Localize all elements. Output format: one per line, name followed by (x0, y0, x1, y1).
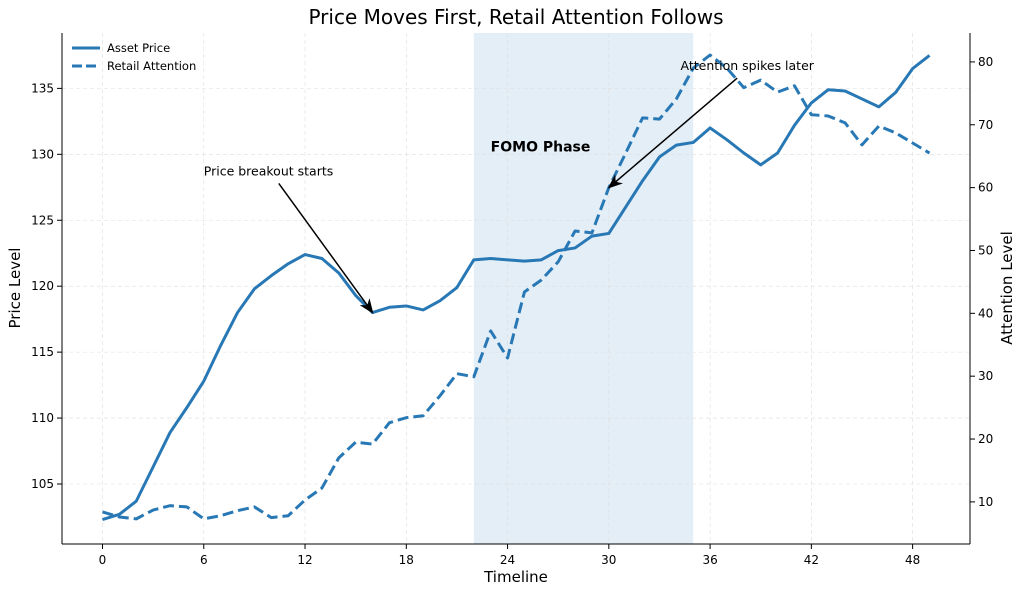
series-line-retail-attention (102, 53, 931, 521)
y-right-tick-label: 70 (978, 118, 993, 132)
y-axis-left-label: Price Level (6, 248, 24, 329)
x-tick-label: 0 (99, 553, 107, 567)
grid (62, 33, 970, 544)
legend: Asset Price Retail Attention (72, 41, 196, 73)
x-tick-label: 6 (200, 553, 208, 567)
y-right-tick-label: 50 (978, 243, 993, 257)
x-tick-label: 18 (399, 553, 414, 567)
x-tick-label: 12 (297, 553, 312, 567)
x-tick-label: 30 (601, 553, 616, 567)
x-axis-label: Timeline (483, 568, 548, 586)
y-left-tick-label: 110 (31, 411, 54, 425)
x-tick-label: 36 (702, 553, 717, 567)
y-axis-right-label: Attention Level (998, 231, 1016, 345)
series-lines (102, 53, 931, 522)
annotation-text: Attention spikes later (681, 58, 815, 73)
y-right-tick-label: 30 (978, 369, 993, 383)
y-right-tick-label: 80 (978, 55, 993, 69)
y-right-tick-label: 10 (978, 495, 993, 509)
annotation-text: Price breakout starts (204, 163, 333, 178)
legend-label-retail-attention: Retail Attention (107, 59, 196, 73)
fomo-phase-label: FOMO Phase (491, 139, 591, 155)
x-tick-label: 48 (905, 553, 920, 567)
x-tick-label: 24 (500, 553, 515, 567)
annotations: Price breakout starts Attention spikes la… (204, 58, 815, 314)
fomo-phase-region (473, 33, 694, 544)
y-left-tick-label: 105 (31, 477, 54, 491)
y-right-tick-label: 60 (978, 181, 993, 195)
annotation-arrow (607, 77, 738, 189)
y-right-tick-label: 20 (978, 432, 993, 446)
annotation-arrow (278, 182, 374, 314)
series-line-asset-price (102, 54, 931, 522)
y-left-tick-label: 125 (31, 213, 54, 227)
chart-title: Price Moves First, Retail Attention Foll… (308, 5, 723, 29)
y-left-tick-label: 120 (31, 279, 54, 293)
x-tick-label: 42 (804, 553, 819, 567)
legend-label-asset-price: Asset Price (107, 41, 170, 55)
axes: 0 6 12 18 24 30 36 42 48 105 110 115 120 125 130 135 10 2… (31, 33, 993, 567)
y-left-tick-label: 130 (31, 147, 54, 161)
y-left-tick-label: 135 (31, 81, 54, 95)
y-right-tick-label: 40 (978, 306, 993, 320)
y-left-tick-label: 115 (31, 345, 54, 359)
